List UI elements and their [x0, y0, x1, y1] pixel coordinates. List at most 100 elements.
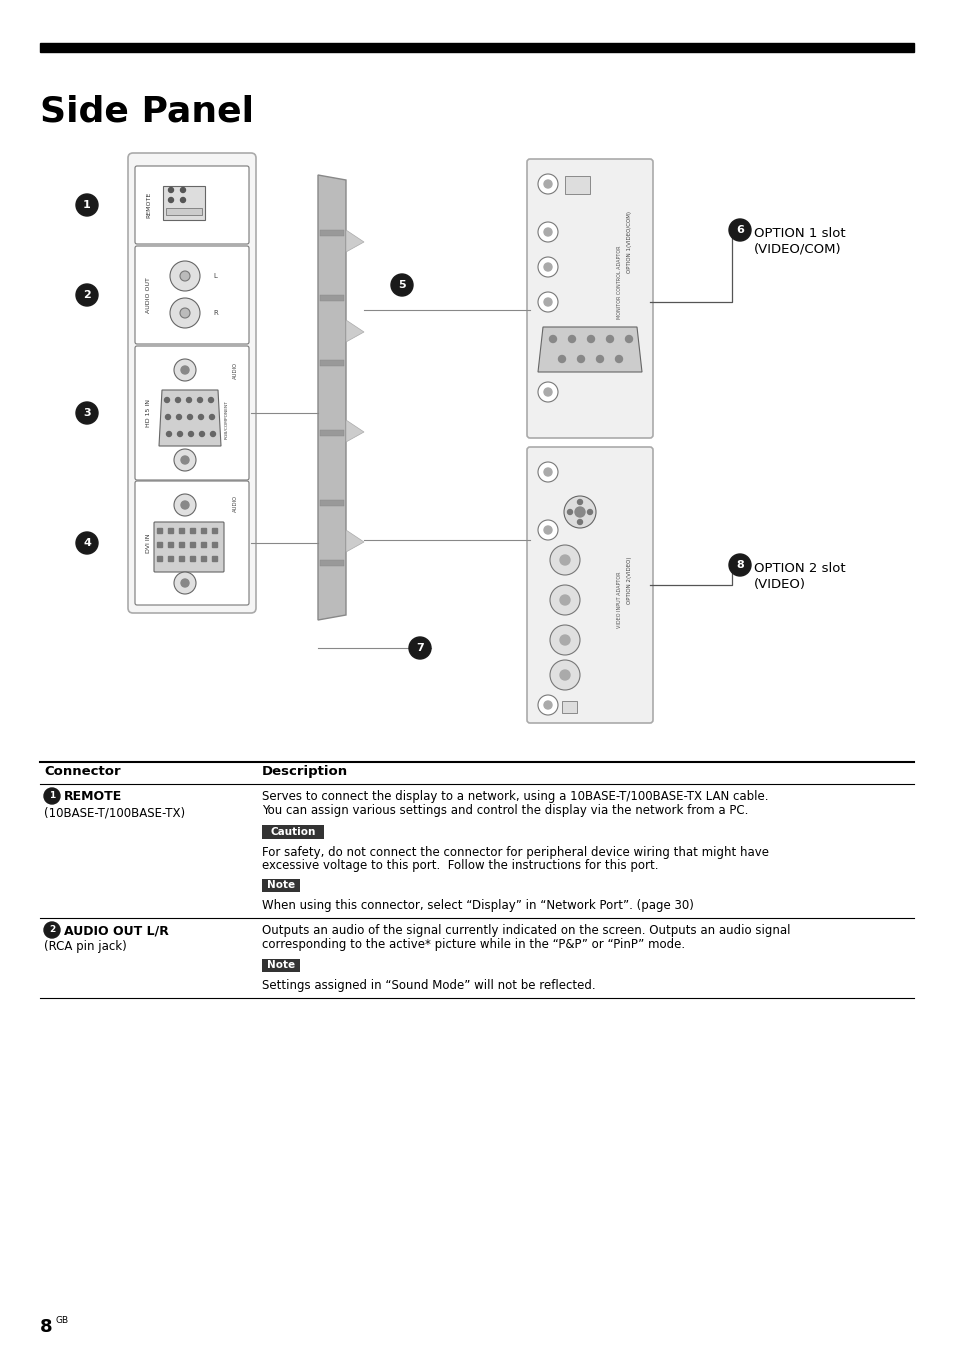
Bar: [564, 176, 589, 194]
Circle shape: [173, 494, 195, 517]
Bar: [169, 541, 173, 546]
Bar: [262, 824, 324, 839]
Bar: [319, 430, 344, 437]
Circle shape: [173, 572, 195, 594]
Text: L: L: [213, 273, 216, 279]
Circle shape: [167, 431, 172, 437]
Text: 8: 8: [40, 1318, 52, 1336]
Circle shape: [587, 510, 592, 514]
Bar: [40, 43, 913, 52]
Circle shape: [409, 637, 431, 659]
FancyBboxPatch shape: [135, 245, 249, 344]
Circle shape: [169, 198, 173, 202]
Bar: [319, 296, 344, 301]
Circle shape: [170, 260, 200, 292]
Circle shape: [170, 298, 200, 328]
Text: MONITOR CONTROL ADAPTOR: MONITOR CONTROL ADAPTOR: [617, 245, 622, 319]
Circle shape: [537, 462, 558, 481]
Bar: [191, 527, 195, 533]
Text: OPTION 1 slot: OPTION 1 slot: [753, 226, 844, 240]
Bar: [201, 541, 206, 546]
Text: Outputs an audio of the signal currently indicated on the screen. Outputs an aud: Outputs an audio of the signal currently…: [262, 923, 790, 937]
Circle shape: [537, 696, 558, 715]
Circle shape: [391, 274, 413, 296]
Circle shape: [177, 431, 182, 437]
Circle shape: [76, 401, 98, 424]
FancyBboxPatch shape: [526, 159, 652, 438]
Bar: [319, 500, 344, 506]
Circle shape: [625, 335, 632, 343]
Circle shape: [559, 670, 569, 679]
Circle shape: [175, 397, 180, 403]
Text: OPTION 2 slot: OPTION 2 slot: [753, 561, 844, 575]
Text: 2: 2: [49, 926, 55, 934]
Circle shape: [596, 355, 603, 362]
Circle shape: [181, 456, 189, 464]
Text: excessive voltage to this port.  Follow the instructions for this port.: excessive voltage to this port. Follow t…: [262, 858, 658, 872]
Bar: [319, 560, 344, 565]
Circle shape: [558, 355, 565, 362]
Circle shape: [577, 519, 582, 525]
Circle shape: [543, 388, 552, 396]
FancyBboxPatch shape: [128, 153, 255, 613]
Circle shape: [173, 359, 195, 381]
Circle shape: [559, 555, 569, 565]
Circle shape: [537, 222, 558, 241]
Circle shape: [537, 174, 558, 194]
Polygon shape: [346, 231, 364, 252]
Text: OPTION 1(VIDEO/COM): OPTION 1(VIDEO/COM): [627, 212, 632, 273]
Circle shape: [181, 500, 189, 508]
Text: 4: 4: [83, 538, 91, 548]
Text: 5: 5: [397, 279, 405, 290]
Circle shape: [180, 271, 190, 281]
Text: AUDIO: AUDIO: [233, 362, 237, 378]
Polygon shape: [317, 175, 346, 620]
Circle shape: [550, 660, 579, 690]
Circle shape: [559, 595, 569, 605]
Circle shape: [44, 788, 60, 804]
Circle shape: [199, 431, 204, 437]
Circle shape: [197, 397, 202, 403]
Circle shape: [543, 526, 552, 534]
Text: Note: Note: [267, 880, 294, 891]
Circle shape: [173, 449, 195, 471]
Circle shape: [575, 507, 584, 517]
Circle shape: [181, 366, 189, 374]
Text: You can assign various settings and control the display via the network from a P: You can assign various settings and cont…: [262, 804, 747, 818]
Text: VIDEO INPUT ADAPTOR: VIDEO INPUT ADAPTOR: [617, 572, 622, 628]
Bar: [163, 186, 205, 220]
Text: For safety, do not connect the connector for peripheral device wiring that might: For safety, do not connect the connector…: [262, 846, 768, 858]
Text: 3: 3: [83, 408, 91, 418]
Bar: [201, 527, 206, 533]
Circle shape: [567, 510, 572, 514]
Text: (VIDEO/COM): (VIDEO/COM): [753, 243, 841, 256]
FancyBboxPatch shape: [135, 481, 249, 605]
Circle shape: [198, 415, 203, 419]
Circle shape: [577, 355, 584, 362]
Text: 1: 1: [49, 792, 55, 800]
Text: Serves to connect the display to a network, using a 10BASE-T/100BASE-TX LAN cabl: Serves to connect the display to a netwo…: [262, 791, 768, 803]
Bar: [157, 541, 162, 546]
Polygon shape: [346, 320, 364, 342]
Polygon shape: [346, 530, 364, 552]
Circle shape: [537, 382, 558, 401]
Bar: [262, 959, 299, 972]
Text: OPTION 2(VIDEO): OPTION 2(VIDEO): [627, 556, 632, 603]
FancyBboxPatch shape: [526, 447, 652, 723]
Circle shape: [550, 545, 579, 575]
FancyBboxPatch shape: [153, 522, 224, 572]
Bar: [179, 556, 184, 560]
Text: REMOTE: REMOTE: [64, 791, 122, 803]
Text: (VIDEO): (VIDEO): [753, 578, 805, 591]
Text: AUDIO OUT L/R: AUDIO OUT L/R: [64, 923, 169, 937]
Bar: [319, 359, 344, 366]
Bar: [179, 527, 184, 533]
Circle shape: [537, 258, 558, 277]
Text: Description: Description: [262, 765, 348, 778]
Circle shape: [550, 625, 579, 655]
Text: REMOTE: REMOTE: [147, 193, 152, 218]
Circle shape: [180, 198, 185, 202]
Circle shape: [550, 584, 579, 616]
Text: Connector: Connector: [44, 765, 120, 778]
Circle shape: [543, 263, 552, 271]
